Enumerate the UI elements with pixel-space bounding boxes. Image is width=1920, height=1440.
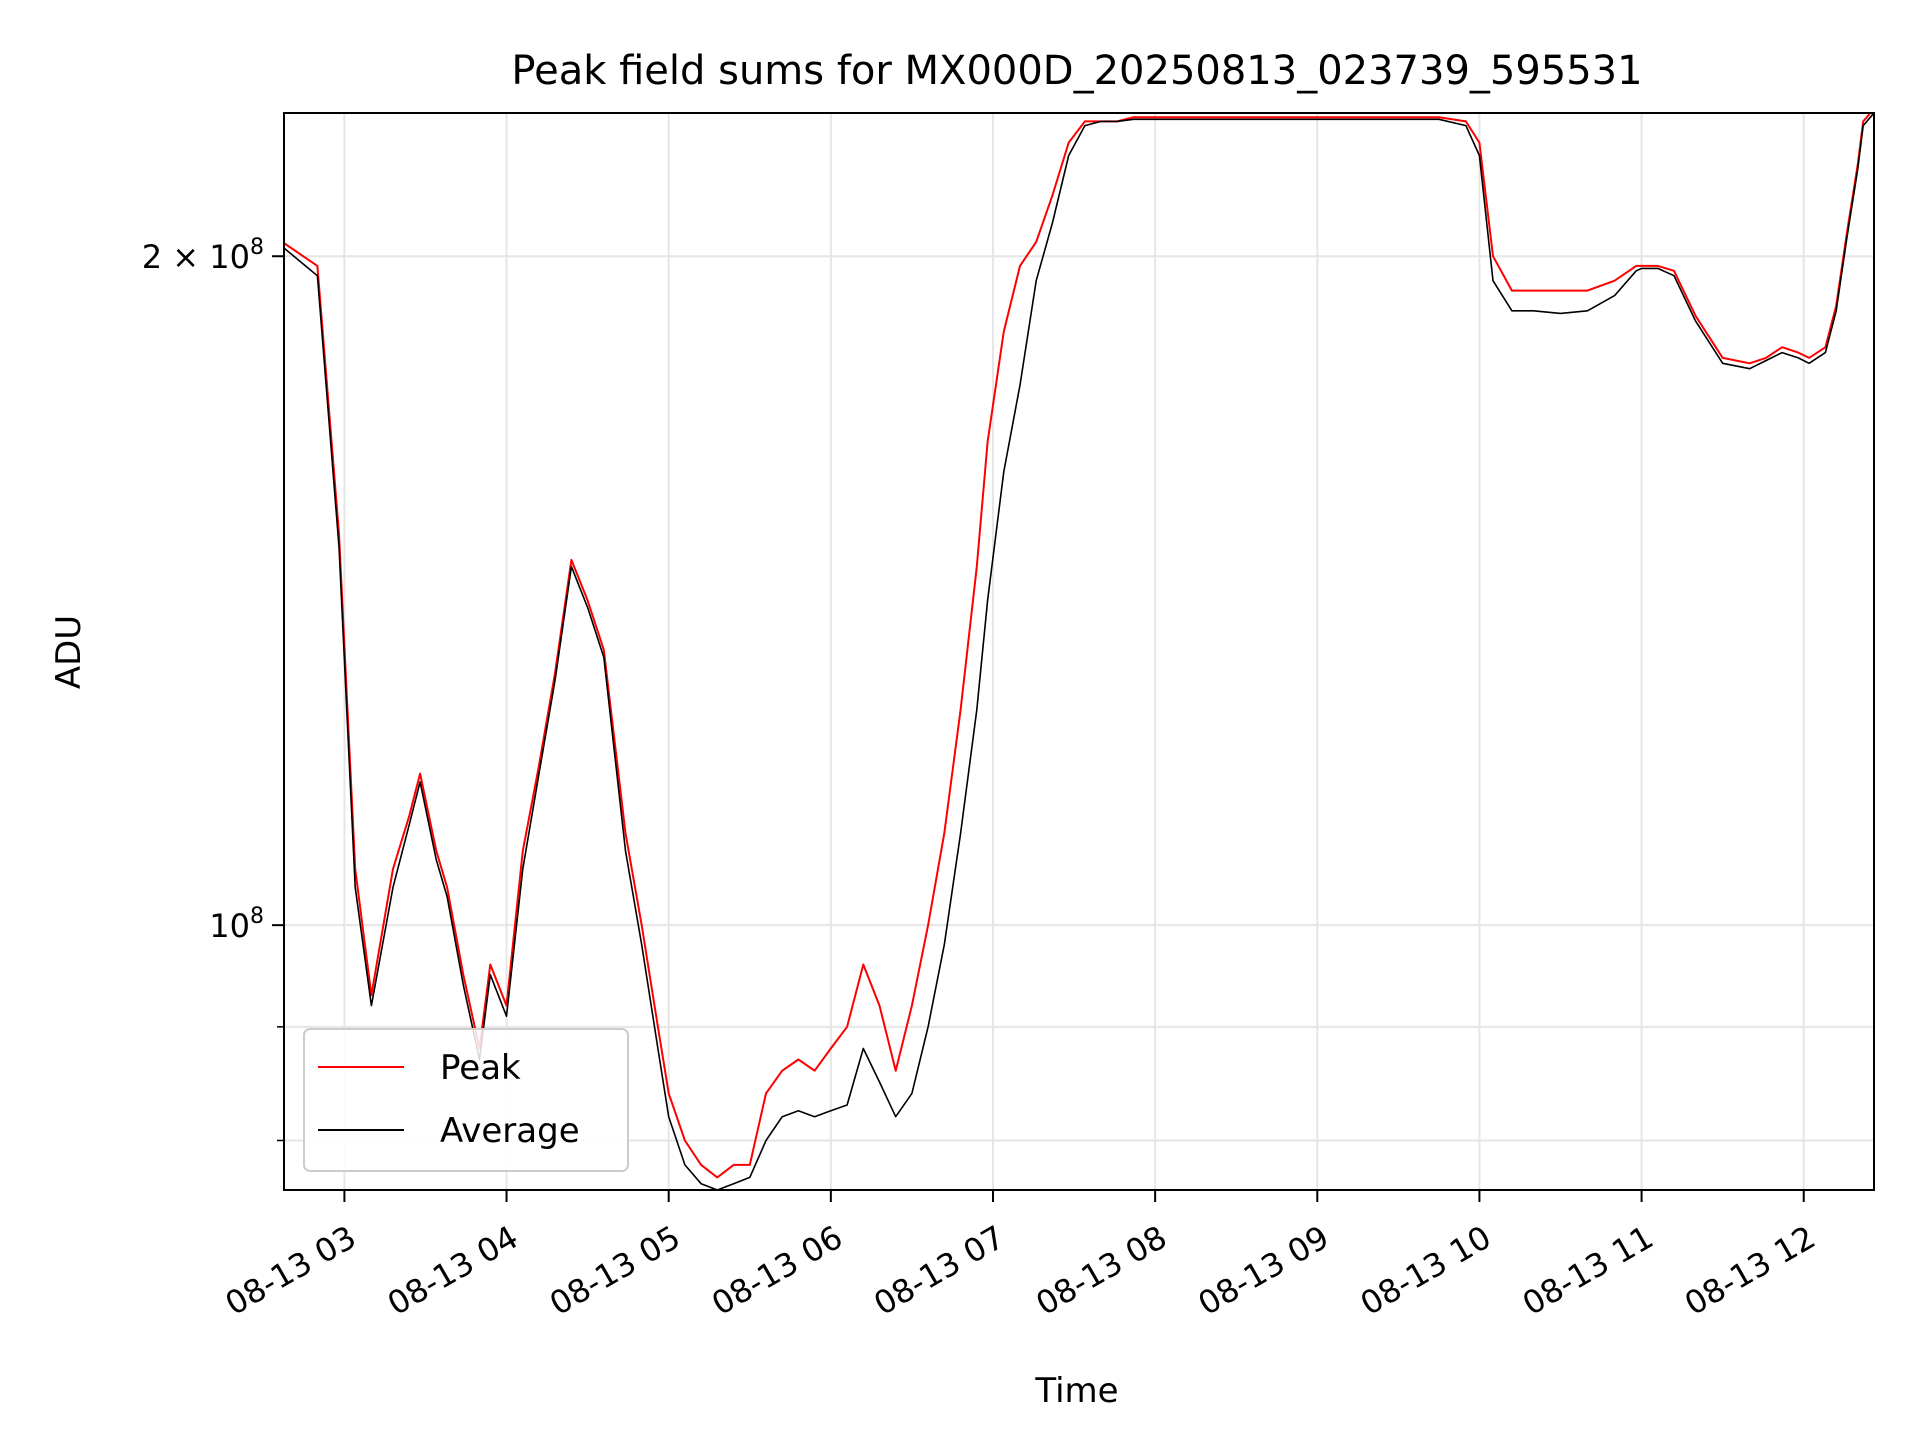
y-axis-label: ADU — [49, 615, 89, 689]
series-line-peak — [284, 113, 1872, 1179]
legend-label-peak: Peak — [440, 1048, 521, 1088]
plot-frame — [283, 112, 1875, 1191]
legend: Peak Average — [303, 1028, 629, 1172]
chart-title: Peak field sums for MX000D_20250813_0237… — [511, 48, 1642, 94]
series-line-average — [284, 113, 1874, 1190]
y-tick-label: 2 × 108 — [142, 235, 264, 276]
plot-series — [284, 113, 1874, 1190]
grid — [284, 113, 1874, 1190]
legend-label-average: Average — [440, 1111, 580, 1151]
x-axis-label: Time — [1034, 1371, 1118, 1411]
legend-box — [303, 1028, 629, 1172]
